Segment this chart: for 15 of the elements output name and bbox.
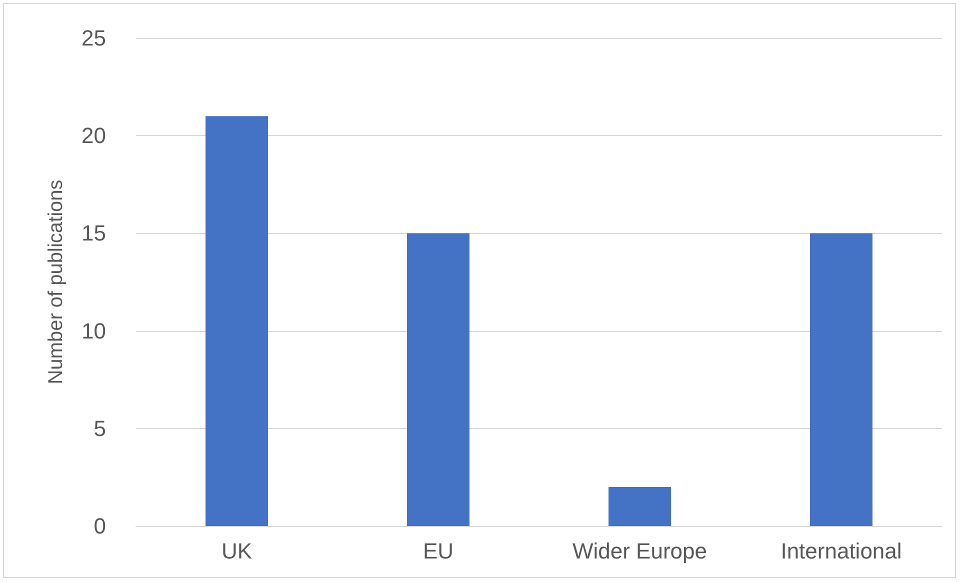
y-tick-label: 5 [94, 416, 106, 441]
bar [407, 233, 470, 526]
x-tick-label: International [780, 538, 902, 564]
y-tick-label: 25 [82, 26, 106, 50]
x-tick-label: EU [422, 538, 454, 564]
y-tick-label: 10 [82, 318, 106, 344]
y-axis-title: Number of publications [45, 180, 67, 384]
y-tick-label: 20 [82, 123, 106, 148]
y-tick-label: 15 [82, 220, 106, 246]
bar [608, 486, 671, 526]
bar [206, 116, 268, 526]
x-tick-label: Wider Europe [572, 538, 708, 564]
bar [810, 233, 872, 526]
x-tick-label: UK [221, 538, 252, 564]
y-tick-label: 0 [94, 514, 106, 538]
